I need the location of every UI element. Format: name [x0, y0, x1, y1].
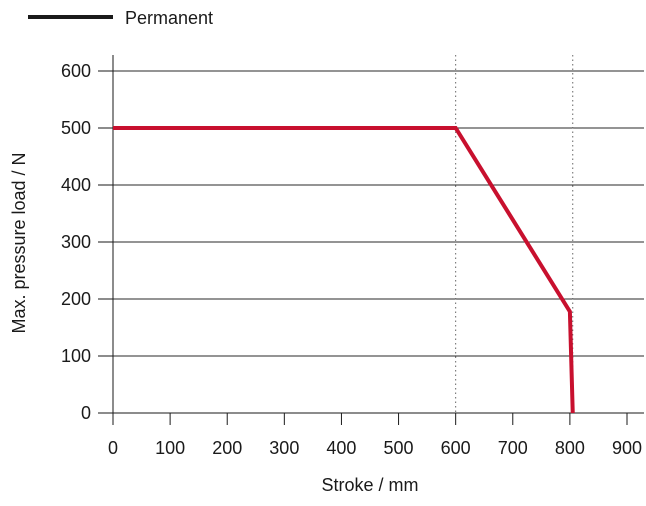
x-tick-label-200: 200: [212, 438, 242, 458]
y-tick-label-0: 0: [81, 403, 91, 423]
x-tick-label-700: 700: [498, 438, 528, 458]
legend-label-permanent: Permanent: [125, 8, 213, 28]
series-layer: [113, 126, 575, 414]
x-tick-label-900: 900: [612, 438, 642, 458]
x-tick-label-600: 600: [441, 438, 471, 458]
x-axis-label: Stroke / mm: [321, 475, 418, 495]
x-tick-label-400: 400: [326, 438, 356, 458]
axes: [98, 55, 644, 425]
x-tick-label-300: 300: [269, 438, 299, 458]
y-axis-label: Max. pressure load / N: [9, 152, 29, 333]
y-tick-label-300: 300: [61, 232, 91, 252]
x-tick-label-100: 100: [155, 438, 185, 458]
legend: Permanent: [28, 8, 213, 28]
y-tick-label-400: 400: [61, 175, 91, 195]
y-tick-label-500: 500: [61, 118, 91, 138]
y-tick-label-600: 600: [61, 61, 91, 81]
reference-lines: [455, 55, 574, 413]
x-tick-label-0: 0: [108, 438, 118, 458]
grid-layer: [113, 70, 644, 357]
y-tick-label-200: 200: [61, 289, 91, 309]
x-tick-label-500: 500: [384, 438, 414, 458]
y-tick-label-100: 100: [61, 346, 91, 366]
tick-labels: 0 100 200 300 400 500 600 0 100 200 300 400 500 600 70…: [61, 61, 642, 458]
x-tick-label-800: 800: [555, 438, 585, 458]
series-line-permanent: [113, 126, 575, 414]
